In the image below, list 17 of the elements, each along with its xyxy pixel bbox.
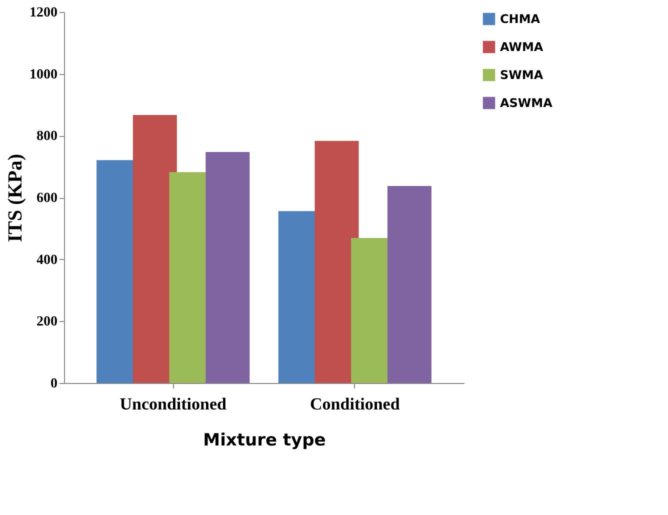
x-tick-label: Unconditioned — [120, 394, 228, 414]
y-tick-label: 1200 — [30, 6, 58, 20]
legend-label: SWMA — [500, 68, 544, 82]
legend-label: AWMA — [500, 40, 544, 54]
y-tick-label: 600 — [36, 191, 58, 206]
bar — [206, 152, 250, 383]
x-tick-label: Conditioned — [310, 394, 400, 414]
y-tick-label: 400 — [36, 252, 58, 268]
legend-label: ASWMA — [500, 96, 554, 110]
y-tick-label: 800 — [36, 129, 58, 144]
bar — [387, 186, 432, 383]
x-axis-title: Mixture type — [203, 430, 326, 450]
legend-label: CHMA — [500, 12, 541, 26]
y-tick-label: 200 — [36, 314, 58, 330]
y-tick-label: 1000 — [30, 67, 58, 82]
y-axis-title: ITS (KPa) — [4, 154, 26, 242]
y-tick-label: 0 — [50, 376, 58, 392]
